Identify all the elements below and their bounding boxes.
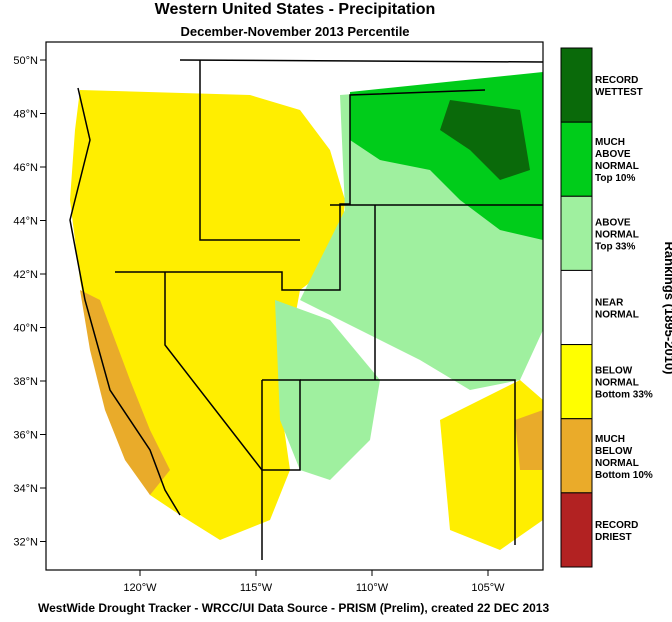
legend-label-line: Bottom 33%: [595, 390, 653, 401]
lat-tick-label: 48°N: [13, 109, 38, 121]
legend-label-line: Top 10%: [595, 173, 635, 184]
lat-tick-label: 42°N: [13, 269, 38, 281]
legend-label-line: NORMAL: [595, 229, 639, 240]
legend-label-line: BELOW: [595, 366, 633, 377]
legend-label-line: Top 33%: [595, 241, 635, 252]
legend-label: RECORD DRIEST: [595, 520, 638, 543]
lat-tick-label: 34°N: [13, 483, 38, 495]
lon-tick-label: 120°W: [123, 582, 157, 594]
legend-label-line: BELOW: [595, 446, 633, 457]
subtitle: December-November 2013 Percentile: [180, 24, 409, 39]
legend-label: RECORD WETTEST: [595, 75, 643, 98]
lon-tick-label: 115°W: [240, 582, 273, 594]
legend-label-line: NORMAL: [595, 310, 639, 321]
legend-label-line: NORMAL: [595, 161, 639, 172]
legend-label-line: Bottom 10%: [595, 470, 653, 481]
legend-label-line: RECORD: [595, 75, 638, 86]
legend-swatch: [560, 492, 593, 568]
map: 50°N 48°N 46°N 44°N 42°N 40°N 38°N 36°N 34°N 32°N…: [13, 41, 544, 594]
legend-label-line: MUCH: [595, 137, 625, 148]
legend-swatch: [560, 269, 593, 346]
lat-tick-label: 40°N: [13, 323, 38, 335]
legend-label-line: WETTEST: [595, 87, 643, 98]
legend-label-line: ABOVE: [595, 149, 631, 160]
legend-label-line: NORMAL: [595, 458, 639, 469]
legend-swatch: [560, 418, 593, 494]
lon-tick-label: 110°W: [356, 582, 389, 594]
legend-label: MUCH BELOW NORMAL Bottom 10%: [595, 434, 653, 481]
legend-swatch: [560, 121, 593, 197]
legend-label-line: ABOVE: [595, 217, 631, 228]
legend-label-line: NORMAL: [595, 378, 639, 389]
legend-label: BELOW NORMAL Bottom 33%: [595, 366, 653, 401]
lat-tick-label: 44°N: [13, 216, 38, 228]
legend-swatch: [560, 344, 593, 420]
lat-tick-label: 32°N: [13, 537, 38, 549]
legend-swatch: [560, 195, 593, 271]
lat-tick-label: 50°N: [13, 55, 38, 67]
title: Western United States - Precipitation: [155, 1, 436, 18]
legend-label-line: MUCH: [595, 434, 625, 445]
lat-tick-label: 36°N: [13, 430, 38, 442]
axis-ticks: 50°N 48°N 46°N 44°N 42°N 40°N 38°N 36°N 34°N 32°N…: [13, 55, 505, 594]
footer: WestWide Drought Tracker - WRCC/UI Data …: [38, 601, 549, 615]
lon-tick-label: 105°W: [471, 582, 505, 594]
legend-label: MUCH ABOVE NORMAL Top 10%: [595, 137, 639, 184]
map-frame: [45, 41, 544, 571]
legend-label: ABOVE NORMAL Top 33%: [595, 217, 639, 252]
lat-tick-label: 38°N: [13, 376, 38, 388]
legend-label-line: DRIEST: [595, 532, 632, 543]
legend-label: NEAR NORMAL: [595, 298, 639, 321]
legend-label-line: NEAR: [595, 298, 624, 309]
lat-tick-label: 46°N: [13, 162, 38, 174]
legend-title: Rankings (1895-2010): [662, 242, 672, 375]
legend-label-line: RECORD: [595, 520, 638, 531]
legend-swatch: [560, 47, 593, 123]
